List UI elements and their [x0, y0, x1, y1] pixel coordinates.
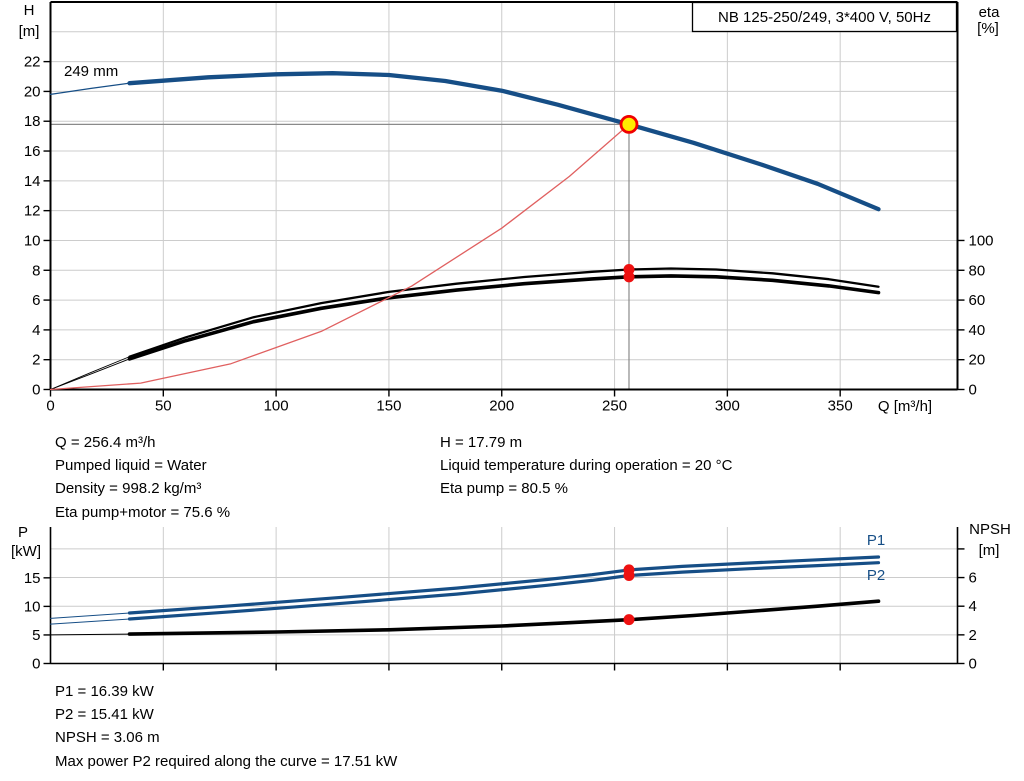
svg-text:12: 12 — [24, 203, 41, 220]
svg-text:250: 250 — [602, 398, 627, 415]
pump-title-box — [691, 1, 958, 33]
svg-text:6: 6 — [969, 570, 977, 587]
result-line-p1: P1 = 16.39 kW — [55, 683, 154, 700]
svg-text:150: 150 — [376, 398, 401, 415]
svg-text:100: 100 — [969, 232, 994, 249]
svg-text:0: 0 — [32, 656, 40, 673]
svg-text:2: 2 — [32, 352, 40, 369]
p2-dot — [623, 569, 635, 581]
operating-point-info-left: Q = 256.4 m³/h Pumped liquid = Water Den… — [55, 431, 230, 524]
impeller-label: 249 mm — [64, 63, 118, 80]
system-curve — [49, 123, 630, 391]
power-npsh-chart: 0 5 10 15 0 2 4 6 P [kW] NPSH [m] P1 P2 — [11, 521, 1011, 673]
svg-text:100: 100 — [264, 398, 289, 415]
info-line-temperature: Liquid temperature during operation = 20… — [440, 457, 733, 475]
svg-text:18: 18 — [24, 113, 41, 130]
info-line-q: Q = 256.4 m³/h — [55, 434, 156, 451]
svg-text:14: 14 — [24, 173, 41, 190]
info-line-eta-pump: Eta pump = 80.5 % — [440, 480, 568, 498]
qh-eta-chart: 0 50 100 150 200 250 300 3500246810121416182022… — [19, 1, 1001, 415]
p2-curve-label: P2 — [867, 567, 885, 584]
info-line-liquid: Pumped liquid = Water — [55, 457, 207, 475]
svg-text:5: 5 — [32, 627, 40, 644]
duty-point-marker — [619, 114, 639, 134]
svg-text:0: 0 — [46, 398, 54, 415]
operating-point-info-right: H = 17.79 m Liquid temperature during op… — [440, 431, 732, 501]
npsh-curve — [50, 599, 881, 636]
svg-text:0: 0 — [969, 382, 977, 399]
svg-text:20: 20 — [24, 83, 41, 100]
y-right-axis-title: NPSH — [969, 521, 1011, 538]
p1-curve-label: P1 — [867, 532, 885, 549]
svg-text:300: 300 — [715, 398, 740, 415]
svg-text:40: 40 — [969, 322, 986, 339]
svg-text:0: 0 — [969, 656, 977, 673]
y-left-axis-unit: [kW] — [11, 543, 41, 560]
svg-text:2: 2 — [969, 627, 977, 644]
eta-pump-curve — [50, 267, 880, 390]
power-npsh-results: P1 = 16.39 kW P2 = 15.41 kW NPSH = 3.06 … — [55, 680, 397, 773]
svg-text:22: 22 — [24, 54, 41, 71]
pump-title: NB 125-250/249, 3*400 V, 50Hz — [718, 9, 931, 26]
svg-text:350: 350 — [828, 398, 853, 415]
svg-text:8: 8 — [32, 262, 40, 279]
svg-text:60: 60 — [969, 292, 986, 309]
y-right-axis-unit: [m] — [979, 542, 1000, 559]
p2-curve — [50, 561, 881, 625]
result-line-max-p2: Max power P2 required along the curve = … — [55, 752, 398, 770]
info-line-eta-pump-motor: Eta pump+motor = 75.6 % — [55, 503, 231, 521]
npsh-dot — [623, 614, 635, 626]
svg-text:20: 20 — [969, 352, 986, 369]
p1-curve — [50, 555, 881, 619]
y-left-axis-title: P — [18, 524, 28, 541]
y-left-axis-unit: [m] — [19, 23, 40, 40]
head-curve-249mm — [49, 71, 881, 212]
y-right-axis-title: eta — [979, 4, 1001, 21]
y-left-axis-title: H — [24, 2, 35, 19]
svg-text:80: 80 — [969, 262, 986, 279]
info-line-h: H = 17.79 m — [440, 434, 523, 451]
svg-text:10: 10 — [24, 232, 41, 249]
svg-text:6: 6 — [32, 292, 40, 309]
eta-pump-motor-curve — [50, 274, 881, 390]
svg-text:10: 10 — [24, 598, 41, 615]
result-line-npsh: NPSH = 3.06 m — [55, 729, 160, 747]
eta-pump-motor-dot — [623, 271, 635, 283]
svg-text:50: 50 — [155, 398, 172, 415]
svg-text:4: 4 — [969, 598, 977, 615]
x-axis-title: Q [m³/h] — [878, 398, 932, 415]
svg-text:0: 0 — [32, 382, 40, 399]
result-line-p2: P2 = 15.41 kW — [55, 706, 154, 724]
info-line-density: Density = 998.2 kg/m³ — [55, 480, 202, 498]
svg-text:16: 16 — [24, 143, 41, 160]
y-right-axis-unit: [%] — [977, 20, 999, 37]
svg-text:4: 4 — [32, 322, 40, 339]
svg-text:200: 200 — [489, 398, 514, 415]
svg-text:15: 15 — [24, 570, 41, 587]
